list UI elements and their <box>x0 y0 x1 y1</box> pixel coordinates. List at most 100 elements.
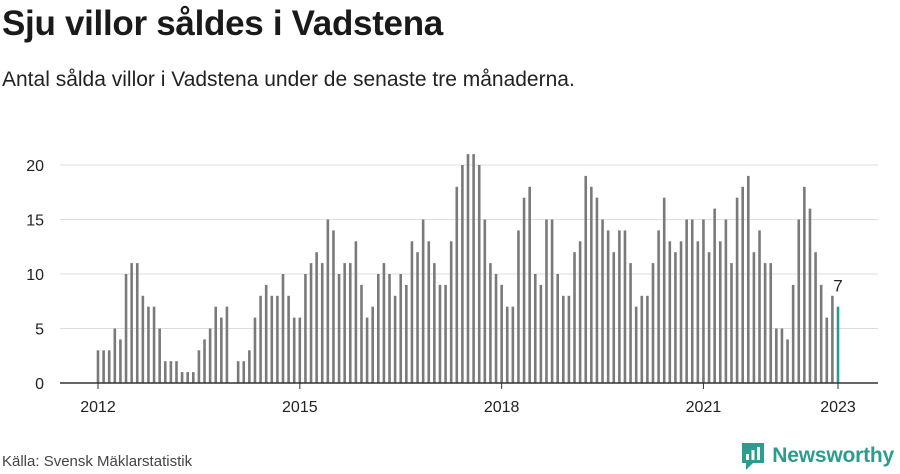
bar <box>421 219 425 383</box>
bar <box>399 274 403 383</box>
bar <box>763 263 767 383</box>
bar <box>253 317 257 383</box>
x-tick-label: 2015 <box>282 399 318 416</box>
bar <box>186 372 189 383</box>
bar <box>214 306 218 383</box>
bar <box>393 295 397 383</box>
bar <box>808 208 812 383</box>
bar <box>696 241 700 383</box>
y-tick-label: 0 <box>35 376 44 393</box>
bar <box>264 284 268 383</box>
x-tick-label: 2023 <box>820 399 856 416</box>
bar <box>590 186 593 383</box>
bar <box>634 306 638 383</box>
bar <box>511 306 515 383</box>
bar <box>713 208 716 383</box>
bar <box>259 295 262 383</box>
bar <box>348 263 352 383</box>
bar <box>242 361 246 383</box>
bar <box>786 339 789 383</box>
bar <box>175 361 178 383</box>
bar <box>601 219 604 383</box>
bar <box>304 274 307 383</box>
bar <box>461 165 464 383</box>
bar <box>489 263 492 383</box>
bar <box>377 274 380 383</box>
bar <box>208 328 212 383</box>
bar <box>197 350 201 383</box>
bar <box>814 252 817 383</box>
bar <box>438 284 442 383</box>
bar <box>337 274 341 383</box>
bar <box>545 219 548 383</box>
y-tick-label: 20 <box>26 158 44 175</box>
bar <box>797 219 801 383</box>
bar <box>433 263 436 383</box>
bar <box>382 263 386 383</box>
brand-name: Newsworthy <box>772 444 894 467</box>
bar <box>494 274 498 383</box>
bar <box>528 186 531 383</box>
bar <box>539 284 543 383</box>
bar <box>287 295 290 383</box>
bar <box>455 186 459 383</box>
bar <box>662 197 666 383</box>
bar <box>780 328 784 383</box>
bar <box>769 263 773 383</box>
bar <box>107 350 111 383</box>
bar <box>775 328 778 383</box>
bar <box>236 361 240 383</box>
bar <box>427 241 431 383</box>
bar <box>752 252 756 383</box>
latest-value-label: 7 <box>833 277 842 296</box>
bar <box>309 263 313 383</box>
bar <box>292 317 296 383</box>
bar <box>203 339 206 383</box>
bar <box>567 295 571 383</box>
bar <box>629 263 632 383</box>
bar <box>466 154 470 383</box>
bar <box>343 263 346 383</box>
bar <box>169 361 173 383</box>
bar <box>668 241 672 383</box>
bar <box>724 219 728 383</box>
axes: 0 5 10 15 20 2012 2015 2018 2021 2023 7 <box>26 158 878 416</box>
bar <box>573 252 576 383</box>
bar <box>158 328 161 383</box>
bar-series <box>96 154 840 383</box>
bar <box>365 317 369 383</box>
bar <box>360 284 363 383</box>
bar <box>315 252 318 383</box>
bar <box>606 230 610 383</box>
y-tick-label: 15 <box>26 213 44 230</box>
bar <box>640 295 644 383</box>
bar <box>124 274 128 383</box>
bar <box>354 241 358 383</box>
bar <box>298 317 302 383</box>
bar <box>623 230 627 383</box>
bar <box>702 219 705 383</box>
bar <box>371 306 374 383</box>
x-tick-label: 2021 <box>686 399 722 416</box>
bar <box>831 295 834 383</box>
bar <box>550 219 554 383</box>
bar <box>220 317 223 383</box>
bar <box>500 284 503 383</box>
y-tick-label: 5 <box>35 322 44 339</box>
bar <box>825 317 829 383</box>
bar <box>405 284 408 383</box>
bar <box>505 306 509 383</box>
newsworthy-logo-icon <box>742 443 765 470</box>
bar <box>651 263 655 383</box>
bar <box>163 361 167 383</box>
bar <box>618 230 621 383</box>
bar <box>281 274 285 383</box>
bar <box>522 197 526 383</box>
bar <box>472 154 475 383</box>
x-tick-label: 2012 <box>80 399 116 416</box>
y-tick-label: 10 <box>26 267 44 284</box>
bar <box>326 219 330 383</box>
bar <box>674 252 677 383</box>
bar <box>646 295 649 383</box>
bar <box>147 306 150 383</box>
